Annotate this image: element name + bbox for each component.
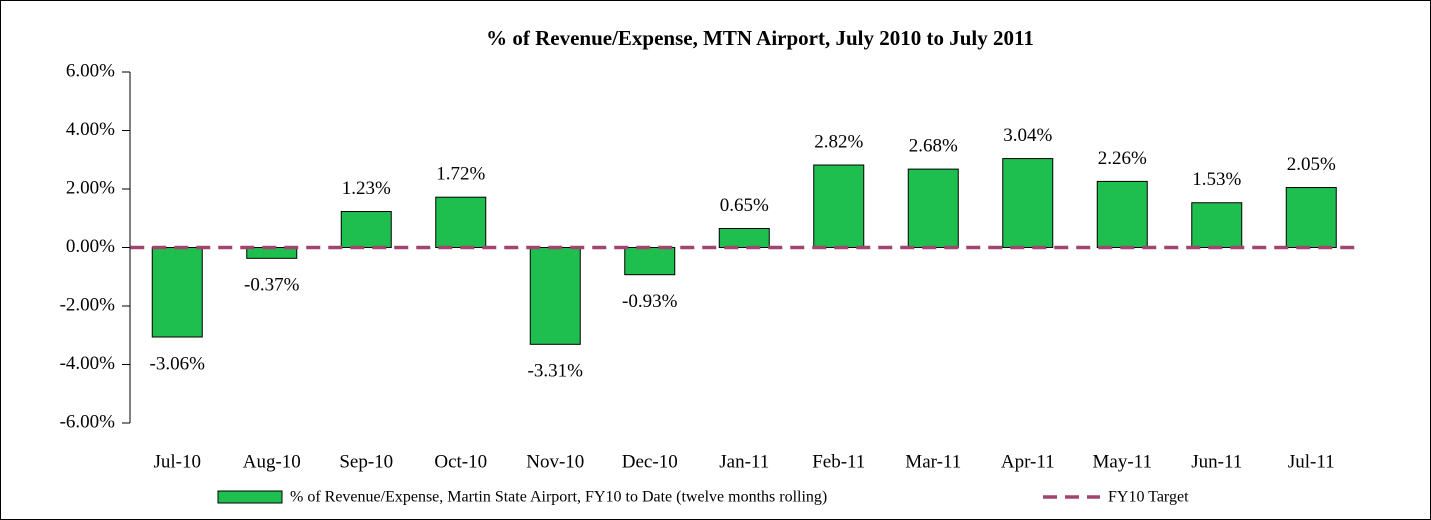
- x-tick-label: Mar-11: [905, 451, 961, 472]
- data-label: 2.26%: [1098, 148, 1147, 169]
- bar: [718, 227, 770, 249]
- chart-title: % of Revenue/Expense, MTN Airport, July …: [486, 26, 1034, 50]
- bar: [151, 247, 203, 338]
- x-tick-label: Nov-10: [526, 451, 584, 472]
- x-tick-label: Sep-10: [339, 451, 393, 472]
- legend-swatch: [217, 490, 283, 504]
- bar: [1191, 202, 1243, 248]
- data-label: -0.93%: [622, 291, 678, 312]
- legend-label: % of Revenue/Expense, Martin State Airpo…: [290, 489, 827, 506]
- data-label: -3.31%: [528, 361, 584, 382]
- data-label: 0.65%: [720, 195, 769, 216]
- x-tick-label: Jun-11: [1191, 451, 1242, 472]
- y-tick-label: 4.00%: [66, 119, 115, 140]
- data-label: 2.05%: [1287, 154, 1336, 175]
- y-tick-label: -4.00%: [60, 353, 116, 374]
- bar: [907, 168, 959, 248]
- data-label: -0.37%: [244, 275, 300, 296]
- bar: [1002, 158, 1054, 248]
- y-tick-label: -2.00%: [60, 294, 116, 315]
- x-tick-label: Aug-10: [243, 451, 301, 472]
- bar: [813, 164, 865, 248]
- x-tick-label: Dec-10: [622, 451, 678, 472]
- bar: [624, 247, 676, 276]
- x-tick-label: Jul-10: [154, 451, 202, 472]
- bar: [435, 196, 487, 249]
- data-label: 1.23%: [342, 178, 391, 199]
- legend-label: FY10 Target: [1108, 489, 1189, 506]
- data-label: 1.53%: [1192, 169, 1241, 190]
- y-tick-label: 6.00%: [66, 60, 115, 81]
- y-tick-label: -6.00%: [60, 411, 116, 432]
- bar: [1096, 180, 1148, 249]
- y-tick-label: 0.00%: [66, 236, 115, 257]
- x-tick-label: Jul-11: [1288, 451, 1335, 472]
- data-label: 2.68%: [909, 135, 958, 156]
- x-tick-label: Apr-11: [1001, 451, 1055, 472]
- bar: [340, 211, 392, 249]
- bar: [529, 247, 581, 345]
- data-label: 2.82%: [814, 131, 863, 152]
- x-tick-label: May-11: [1093, 451, 1152, 472]
- data-label: 1.72%: [436, 164, 485, 185]
- x-tick-label: Feb-11: [812, 451, 865, 472]
- data-label: -3.06%: [150, 353, 206, 374]
- x-tick-label: Oct-10: [434, 451, 487, 472]
- data-label: 3.04%: [1003, 125, 1052, 146]
- x-tick-label: Jan-11: [719, 451, 769, 472]
- bar: [1285, 187, 1337, 249]
- y-tick-label: 2.00%: [66, 177, 115, 198]
